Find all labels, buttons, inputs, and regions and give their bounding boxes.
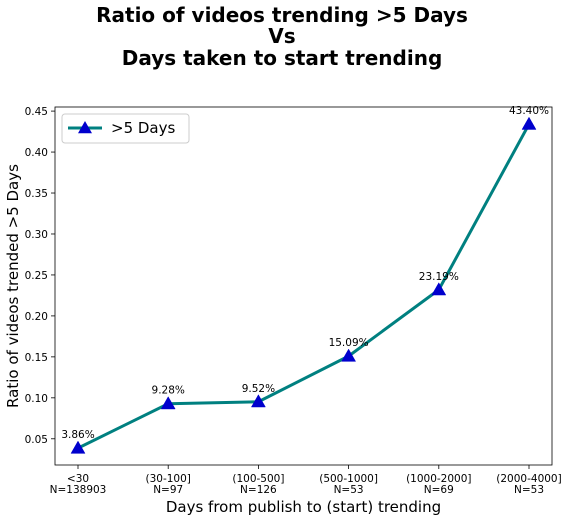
data-label: 9.52% bbox=[242, 383, 275, 395]
plot-frame bbox=[54, 106, 553, 466]
y-tick-label: 0.15 bbox=[25, 352, 48, 364]
data-label: 23.19% bbox=[419, 271, 459, 283]
chart-title-line: Vs bbox=[268, 24, 295, 48]
x-tick-label: (30-100] bbox=[146, 473, 191, 485]
data-point-marker bbox=[341, 348, 357, 362]
x-tick-label: N=126 bbox=[240, 484, 277, 496]
x-tick-label: N=97 bbox=[153, 484, 183, 496]
y-axis-label: Ratio of videos trended >5 Days bbox=[4, 164, 22, 408]
y-tick-label: 0.40 bbox=[25, 147, 48, 159]
data-point-marker bbox=[431, 282, 447, 296]
x-axis-label: Days from publish to (start) trending bbox=[166, 498, 441, 516]
x-tick-label: (500-1000] bbox=[319, 473, 378, 485]
x-tick-label: (100-500] bbox=[232, 473, 284, 485]
x-tick-label: N=53 bbox=[334, 484, 364, 496]
legend-label: >5 Days bbox=[111, 119, 175, 137]
x-tick-label: N=53 bbox=[514, 484, 544, 496]
series-line bbox=[77, 123, 531, 450]
data-point-marker bbox=[70, 440, 86, 454]
legend-marker bbox=[78, 121, 92, 134]
x-tick-label: <30 bbox=[67, 473, 89, 485]
x-tick-label: N=69 bbox=[424, 484, 454, 496]
y-tick-label: 0.35 bbox=[25, 188, 48, 200]
y-tick-label: 0.05 bbox=[25, 434, 48, 446]
data-point-marker bbox=[250, 394, 266, 408]
y-tick-label: 0.45 bbox=[25, 106, 48, 118]
chart-title-line: Ratio of videos trending >5 Days bbox=[96, 3, 468, 27]
data-label: 43.40% bbox=[509, 105, 549, 117]
legend-box bbox=[61, 113, 190, 144]
chart-title-line: Days taken to start trending bbox=[122, 46, 443, 70]
x-tick-label: (2000-4000] bbox=[496, 473, 561, 485]
y-tick-label: 0.20 bbox=[25, 311, 48, 323]
y-tick-label: 0.30 bbox=[25, 229, 48, 241]
plot-area: 0.050.100.150.200.250.300.350.400.45<30N… bbox=[25, 105, 562, 496]
legend: >5 Days bbox=[61, 113, 190, 144]
y-tick-label: 0.10 bbox=[25, 393, 48, 405]
data-point-marker bbox=[521, 116, 537, 130]
data-label: 3.86% bbox=[61, 429, 94, 441]
x-tick-label: (1000-2000] bbox=[406, 473, 471, 485]
y-tick-label: 0.25 bbox=[25, 270, 48, 282]
data-point-marker bbox=[160, 396, 176, 410]
data-label: 9.28% bbox=[152, 385, 185, 397]
x-tick-label: N=138903 bbox=[50, 484, 107, 496]
data-label: 15.09% bbox=[329, 337, 369, 349]
